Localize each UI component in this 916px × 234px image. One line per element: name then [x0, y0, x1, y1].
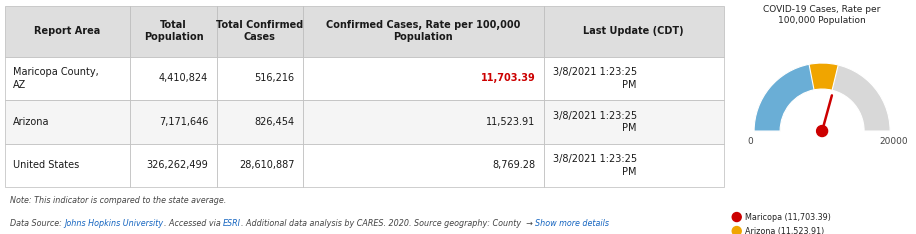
Text: Arizona: Arizona — [13, 117, 49, 127]
Text: 11,703.39: 11,703.39 — [481, 73, 535, 83]
Bar — [544, 57, 724, 100]
Text: United States: United States — [13, 161, 80, 170]
Text: Show more details: Show more details — [536, 219, 609, 228]
Bar — [303, 100, 544, 144]
Circle shape — [732, 212, 741, 222]
Circle shape — [732, 227, 741, 234]
Bar — [303, 57, 544, 100]
Text: 28,610,887: 28,610,887 — [239, 161, 294, 170]
Text: Last Update (CDT): Last Update (CDT) — [583, 26, 684, 36]
Text: Data Source:: Data Source: — [10, 219, 65, 228]
Text: 516,216: 516,216 — [255, 73, 294, 83]
Text: Report Area: Report Area — [35, 26, 101, 36]
Bar — [217, 57, 303, 100]
Text: 11,523.91: 11,523.91 — [486, 117, 535, 127]
Bar — [130, 100, 217, 144]
Text: Maricopa (11,703.39): Maricopa (11,703.39) — [746, 212, 831, 222]
Text: 3/8/2021 1:23:25
PM: 3/8/2021 1:23:25 PM — [552, 111, 637, 133]
Bar — [5, 6, 130, 57]
Bar — [5, 100, 130, 144]
Text: Total
Population: Total Population — [144, 20, 203, 42]
Bar — [544, 144, 724, 187]
Text: 826,454: 826,454 — [255, 117, 294, 127]
Text: 3/8/2021 1:23:25
PM: 3/8/2021 1:23:25 PM — [552, 67, 637, 90]
Bar — [217, 144, 303, 187]
Bar — [5, 144, 130, 187]
Text: 326,262,499: 326,262,499 — [147, 161, 208, 170]
Text: Note: This indicator is compared to the state average.: Note: This indicator is compared to the … — [10, 196, 226, 205]
Text: 20000: 20000 — [879, 137, 909, 146]
Bar — [544, 6, 724, 57]
Text: 4,410,824: 4,410,824 — [158, 73, 208, 83]
Text: Arizona (11,523.91): Arizona (11,523.91) — [746, 227, 824, 234]
Bar — [130, 6, 217, 57]
Text: Total Confirmed
Cases: Total Confirmed Cases — [216, 20, 303, 42]
Bar — [5, 57, 130, 100]
Bar — [303, 144, 544, 187]
Text: 7,171,646: 7,171,646 — [158, 117, 208, 127]
Wedge shape — [754, 64, 814, 131]
Bar — [130, 144, 217, 187]
Bar — [544, 100, 724, 144]
Circle shape — [816, 125, 828, 137]
Text: Johns Hopkins University: Johns Hopkins University — [65, 219, 164, 228]
Bar — [217, 100, 303, 144]
Bar — [303, 6, 544, 57]
Text: Maricopa County,
AZ: Maricopa County, AZ — [13, 67, 99, 90]
Wedge shape — [754, 63, 890, 131]
Text: ESRI: ESRI — [224, 219, 241, 228]
Text: 8,769.28: 8,769.28 — [492, 161, 535, 170]
Bar — [217, 6, 303, 57]
Text: 3/8/2021 1:23:25
PM: 3/8/2021 1:23:25 PM — [552, 154, 637, 177]
Text: COVID-19 Cases, Rate per
100,000 Population: COVID-19 Cases, Rate per 100,000 Populat… — [763, 5, 881, 25]
Text: Confirmed Cases, Rate per 100,000
Population: Confirmed Cases, Rate per 100,000 Popula… — [326, 20, 520, 42]
Bar — [130, 57, 217, 100]
Text: . Additional data analysis by CARES. 2020. Source geography: County  →: . Additional data analysis by CARES. 202… — [241, 219, 536, 228]
Text: 0: 0 — [747, 137, 753, 146]
Text: . Accessed via: . Accessed via — [164, 219, 224, 228]
Wedge shape — [754, 63, 838, 131]
